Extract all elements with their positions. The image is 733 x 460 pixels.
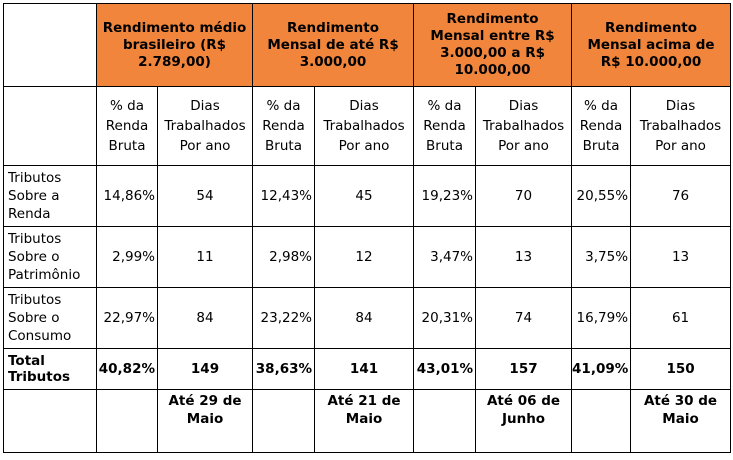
group-header-row: Rendimento médio brasileiro (R$ 2.789,00… [3,3,732,87]
total-pct-cell: 43,01% [413,348,477,390]
table-row: Tributos Sobre a Renda 14,86% 54 12,43% 45… [3,165,732,227]
date-row-blank [571,389,632,453]
table-row: Tributos Sobre o Patrimônio 2,99% 11 2,98%… [3,226,732,288]
pct-cell: 20,55% [571,165,632,227]
date-cell: Até 06 de Junho [475,389,573,453]
pct-cell: 12,43% [252,165,316,227]
group-header-average: Rendimento médio brasileiro (R$ 2.789,00… [95,3,254,87]
days-cell: 74 [475,287,573,349]
total-days-cell: 141 [314,348,415,390]
subheader-days: Dias Trabalhados Por ano [314,86,415,166]
total-days-cell: 157 [475,348,573,390]
tax-burden-table: Rendimento médio brasileiro (R$ 2.789,00… [3,3,732,453]
date-row-blank [252,389,316,453]
total-pct-cell: 40,82% [96,348,158,390]
pct-cell: 19,23% [413,165,477,227]
days-cell: 84 [314,287,415,349]
pct-cell: 20,31% [413,287,477,349]
total-row: Total Tributos 40,82% 149 38,63% 141 43,0… [3,348,732,390]
table-row: Tributos Sobre o Consumo 22,97% 84 23,22% … [3,287,732,349]
subheader-pct: % da Renda Bruta [571,86,632,166]
subheader-row: % da Renda Bruta Dias Trabalhados Por ano % … [3,86,732,166]
group-header-3000-10000: Rendimento Mensal entre R$ 3.000,00 a R$… [413,3,573,87]
row-label: Tributos Sobre o Consumo [3,287,97,349]
subheader-blank [3,86,97,166]
date-row: Até 29 de Maio Até 21 de Maio Até 06 de Jun… [3,389,732,453]
subheader-days: Dias Trabalhados Por ano [156,86,254,166]
days-cell: 61 [630,287,732,349]
date-cell: Até 30 de Maio [630,389,732,453]
total-days-cell: 149 [156,348,254,390]
subheader-pct: % da Renda Bruta [252,86,316,166]
days-cell: 70 [475,165,573,227]
pct-cell: 3,75% [571,226,632,288]
pct-cell: 2,98% [252,226,316,288]
days-cell: 13 [475,226,573,288]
days-cell: 13 [630,226,732,288]
subheader-pct: % da Renda Bruta [96,86,158,166]
pct-cell: 16,79% [571,287,632,349]
date-cell: Até 29 de Maio [156,389,254,453]
days-cell: 12 [314,226,415,288]
total-days-cell: 150 [630,348,732,390]
group-header-above-10000: Rendimento Mensal acima de R$ 10.000,00 [571,3,732,87]
date-row-blank [3,389,97,453]
total-pct-cell: 38,63% [252,348,316,390]
pct-cell: 2,99% [96,226,158,288]
date-row-blank [413,389,477,453]
subheader-days: Dias Trabalhados Por ano [475,86,573,166]
date-row-blank [96,389,158,453]
pct-cell: 14,86% [96,165,158,227]
subheader-pct: % da Renda Bruta [413,86,477,166]
row-label: Tributos Sobre o Patrimônio [3,226,97,288]
subheader-days: Dias Trabalhados Por ano [630,86,732,166]
days-cell: 11 [156,226,254,288]
group-header-upto-3000: Rendimento Mensal de até R$ 3.000,00 [252,3,415,87]
days-cell: 54 [156,165,254,227]
row-label: Tributos Sobre a Renda [3,165,97,227]
days-cell: 45 [314,165,415,227]
days-cell: 76 [630,165,732,227]
date-cell: Até 21 de Maio [314,389,415,453]
pct-cell: 22,97% [96,287,158,349]
corner-cell [3,3,97,87]
pct-cell: 3,47% [413,226,477,288]
pct-cell: 23,22% [252,287,316,349]
total-label: Total Tributos [3,348,97,390]
total-pct-cell: 41,09% [571,348,632,390]
days-cell: 84 [156,287,254,349]
